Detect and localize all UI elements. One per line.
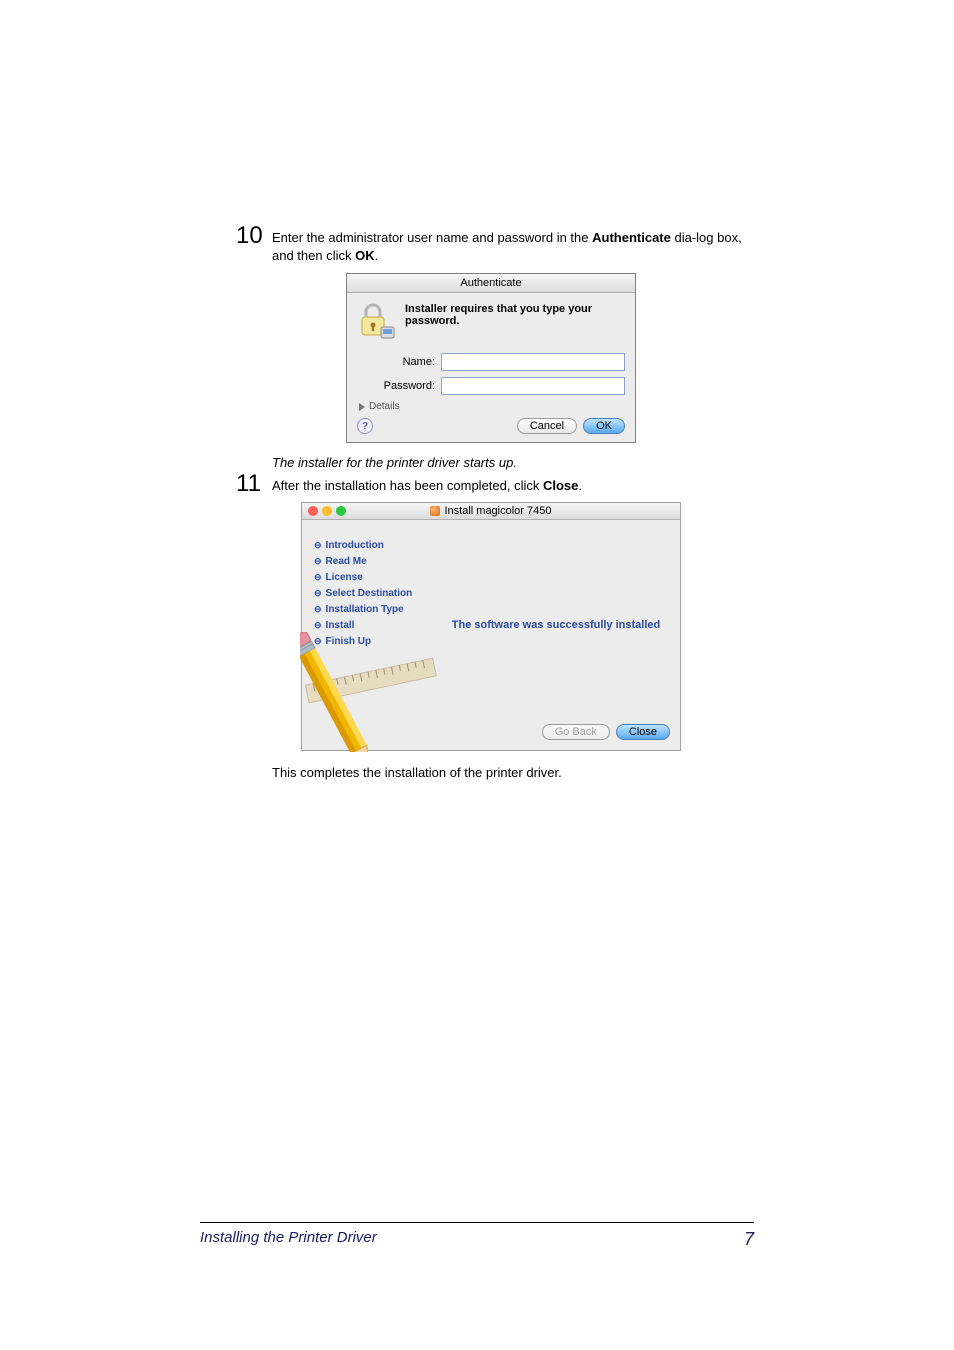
sidebar-label: Finish Up [326,636,372,647]
step-11-bold: Close [543,478,578,493]
step-10-text-c: . [375,248,379,263]
footer-page-number: 7 [744,1229,754,1250]
completes-note: This completes the installation of the p… [272,765,746,780]
password-input[interactable] [441,377,625,395]
authenticate-top-row: Installer requires that you type your pa… [357,301,625,339]
step-10-text: Enter the administrator user name and pa… [272,224,746,265]
sidebar-item-install: ⊖ Install [314,620,426,631]
lock-icon [357,301,395,339]
bullet-icon: ⊖ [314,556,322,567]
authenticate-message: Installer requires that you type your pa… [405,301,625,327]
installer-main: The software was successfully installed … [432,520,680,750]
bullet-icon: ⊖ [314,572,322,583]
installer-window: Install magicolor 7450 ⊖ Introduction ⊖ Re… [301,502,681,751]
authenticate-title: Authenticate [347,274,635,293]
details-label: Details [369,401,400,412]
installer-body: ⊖ Introduction ⊖ Read Me ⊖ License ⊖ Select … [302,520,680,750]
step-11: 11 After the installation has been compl… [236,472,746,751]
footer-title: Installing the Printer Driver [200,1229,377,1250]
step-11-text-a: After the installation has been complete… [272,478,543,493]
bullet-icon: ⊖ [314,604,322,615]
bullet-icon: ⊖ [314,620,322,631]
step-11-line: 11 After the installation has been compl… [236,472,746,496]
sidebar-label: Install [326,620,355,631]
triangle-right-icon [359,403,365,411]
sidebar-label: Read Me [326,556,367,567]
name-label: Name: [357,356,441,368]
authenticate-bottom-row: ? Cancel OK [357,418,625,434]
details-disclosure[interactable]: Details [359,401,625,412]
step-10-number: 10 [236,224,272,248]
sidebar-item-select-destination: ⊖ Select Destination [314,588,426,599]
bullet-icon: ⊖ [314,636,322,647]
sidebar-label: Installation Type [326,604,404,615]
sidebar-label: Introduction [326,540,384,551]
step-10-bold-1: Authenticate [592,230,671,245]
installer-titlebar: Install magicolor 7450 [302,503,680,520]
go-back-button: Go Back [542,724,610,740]
cancel-button[interactable]: Cancel [517,418,577,434]
name-row: Name: [357,353,625,371]
password-label: Password: [357,380,441,392]
sidebar-label: Select Destination [326,588,413,599]
installer-title: Install magicolor 7450 [302,505,680,517]
step-10-bold-2: OK [355,248,375,263]
page-content: 10 Enter the administrator user name and… [236,224,746,780]
sidebar-item-finish-up: ⊖ Finish Up [314,636,426,647]
sidebar-item-license: ⊖ License [314,572,426,583]
step-10-line: 10 Enter the administrator user name and… [236,224,746,265]
step-11-number: 11 [236,472,272,496]
step-11-text: After the installation has been complete… [272,472,582,495]
bullet-icon: ⊖ [314,588,322,599]
step-10-text-a: Enter the administrator user name and pa… [272,230,592,245]
sidebar-item-installation-type: ⊖ Installation Type [314,604,426,615]
step-10: 10 Enter the administrator user name and… [236,224,746,443]
sidebar-item-readme: ⊖ Read Me [314,556,426,567]
sidebar-item-introduction: ⊖ Introduction [314,540,426,551]
installer-button-row: Go Back Close [442,720,670,740]
bullet-icon: ⊖ [314,540,322,551]
installer-sidebar: ⊖ Introduction ⊖ Read Me ⊖ License ⊖ Select … [302,520,432,750]
step-11-text-b: . [578,478,582,493]
installer-success-message: The software was successfully installed [442,530,670,720]
sidebar-label: License [326,572,363,583]
close-button[interactable]: Close [616,724,670,740]
installer-starts-note: The installer for the printer driver sta… [272,455,746,470]
authenticate-dialog: Authenticate Installer requires that [346,273,636,443]
ok-button[interactable]: OK [583,418,625,434]
auth-button-row: Cancel OK [517,418,625,434]
installer-title-label: Install magicolor 7450 [444,505,551,517]
help-button[interactable]: ? [357,418,373,434]
authenticate-body: Installer requires that you type your pa… [347,293,635,442]
page-footer: Installing the Printer Driver 7 [200,1222,754,1250]
name-input[interactable] [441,353,625,371]
password-row: Password: [357,377,625,395]
installer-package-icon [430,506,440,516]
